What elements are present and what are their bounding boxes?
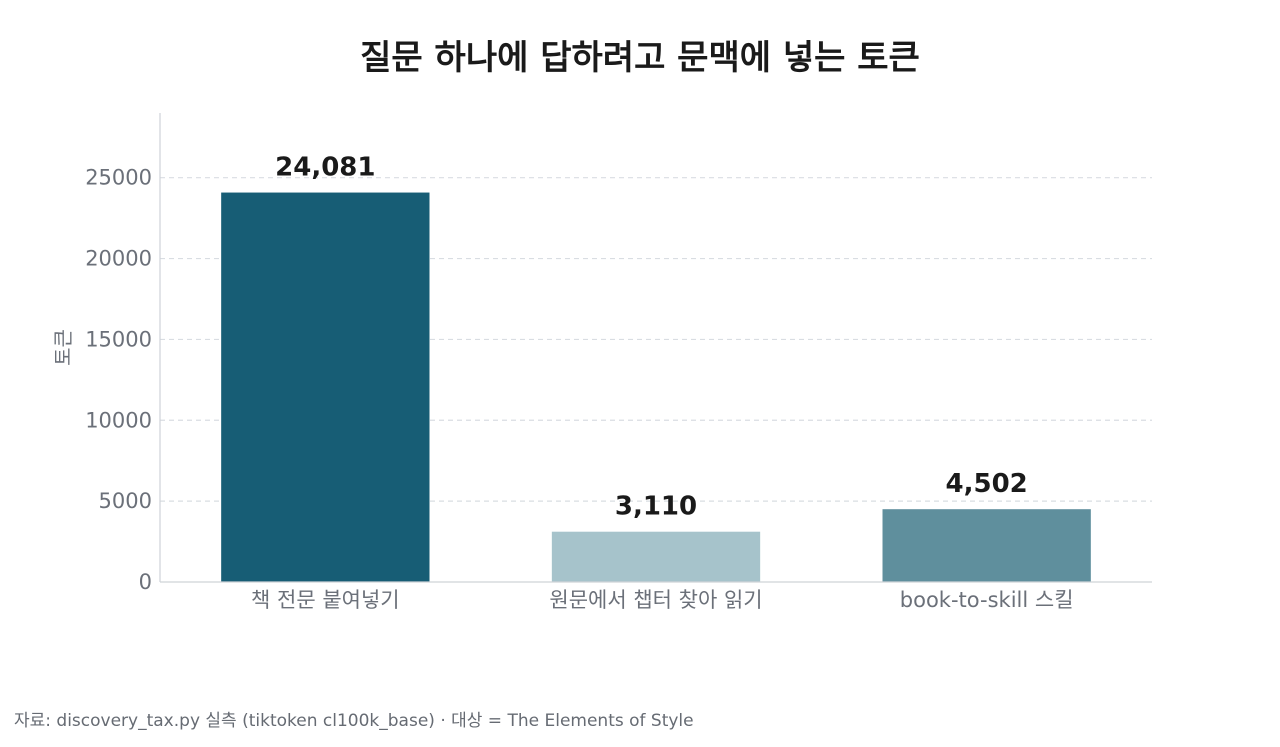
bar-chart: 0 5000 10000 15000 20000 25000 24,081 3,110 4,5… (51, 113, 1152, 612)
y-tick-label: 0 (139, 570, 152, 594)
bars (221, 192, 1091, 582)
chart-title: 질문 하나에 답하려고 문맥에 넣는 토큰 (360, 38, 920, 78)
bar (221, 192, 430, 582)
x-tick-label: 원문에서 챕터 찾아 읽기 (549, 588, 762, 612)
bar-value-label: 24,081 (275, 153, 375, 183)
y-tick-label: 10000 (85, 408, 152, 432)
x-axis-ticks: 책 전문 붙여넣기 원문에서 챕터 찾아 읽기 book-to-skill 스킬 (251, 588, 1074, 612)
y-tick-label: 20000 (85, 247, 152, 271)
x-tick-label: 책 전문 붙여넣기 (251, 588, 400, 612)
source-note: 자료: discovery_tax.py 실측 (tiktoken cl100k… (14, 711, 694, 731)
x-tick-label: book-to-skill 스킬 (900, 588, 1074, 612)
bar (882, 509, 1091, 582)
y-tick-label: 15000 (85, 327, 152, 351)
y-tick-label: 5000 (99, 489, 152, 513)
value-labels: 24,081 3,110 4,502 (275, 153, 1028, 522)
bar-value-label: 4,502 (946, 469, 1028, 499)
y-axis-ticks: 0 5000 10000 15000 20000 25000 (85, 166, 152, 594)
bar-value-label: 3,110 (615, 492, 697, 522)
y-axis-label: 토큰 (51, 329, 75, 366)
y-tick-label: 25000 (85, 166, 152, 190)
bar (551, 531, 761, 582)
